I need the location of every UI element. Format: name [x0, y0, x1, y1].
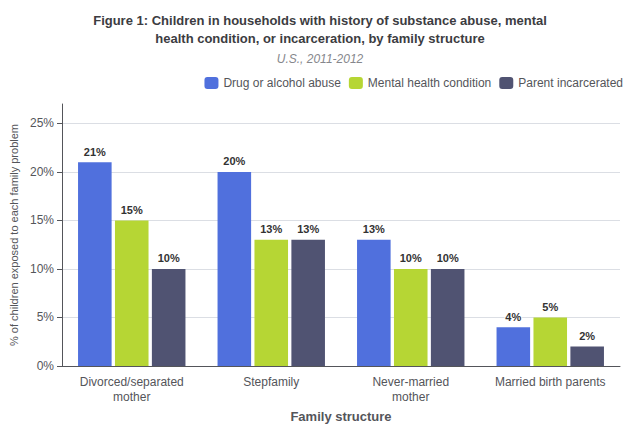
svg-text:Family structure: Family structure	[290, 409, 391, 424]
svg-text:15%: 15%	[121, 204, 143, 216]
svg-text:health condition, or incarcera: health condition, or incarceration, by f…	[155, 31, 484, 46]
svg-text:15%: 15%	[30, 213, 54, 227]
svg-text:U.S., 2011-2012: U.S., 2011-2012	[277, 52, 364, 66]
svg-text:Stepfamily: Stepfamily	[243, 375, 299, 389]
svg-text:0%: 0%	[37, 359, 55, 373]
svg-text:13%: 13%	[260, 223, 282, 235]
svg-text:2%: 2%	[579, 330, 595, 342]
svg-text:10%: 10%	[437, 252, 459, 264]
svg-text:20%: 20%	[223, 155, 245, 167]
svg-text:Never-married: Never-married	[372, 375, 449, 389]
svg-text:10%: 10%	[30, 262, 54, 276]
svg-text:5%: 5%	[37, 310, 55, 324]
svg-text:5%: 5%	[542, 301, 558, 313]
svg-text:Figure 1: Children in househol: Figure 1: Children in households with hi…	[93, 13, 547, 28]
svg-text:Drug or alcohol abuse: Drug or alcohol abuse	[223, 76, 341, 90]
svg-text:Married birth parents: Married birth parents	[495, 375, 606, 389]
svg-text:Parent incarcerated: Parent incarcerated	[518, 76, 623, 90]
svg-text:20%: 20%	[30, 165, 54, 179]
svg-text:21%: 21%	[84, 146, 106, 158]
svg-text:mother: mother	[113, 390, 150, 404]
svg-text:mother: mother	[392, 390, 429, 404]
svg-text:4%: 4%	[505, 311, 521, 323]
svg-text:Mental health condition: Mental health condition	[368, 76, 491, 90]
svg-text:13%: 13%	[297, 223, 319, 235]
svg-text:% of children exposed to each: % of children exposed to each family pro…	[8, 124, 20, 346]
svg-text:Divorced/separated: Divorced/separated	[80, 375, 184, 389]
svg-text:10%: 10%	[158, 252, 180, 264]
svg-text:25%: 25%	[30, 116, 54, 130]
svg-text:13%: 13%	[363, 223, 385, 235]
svg-text:10%: 10%	[400, 252, 422, 264]
